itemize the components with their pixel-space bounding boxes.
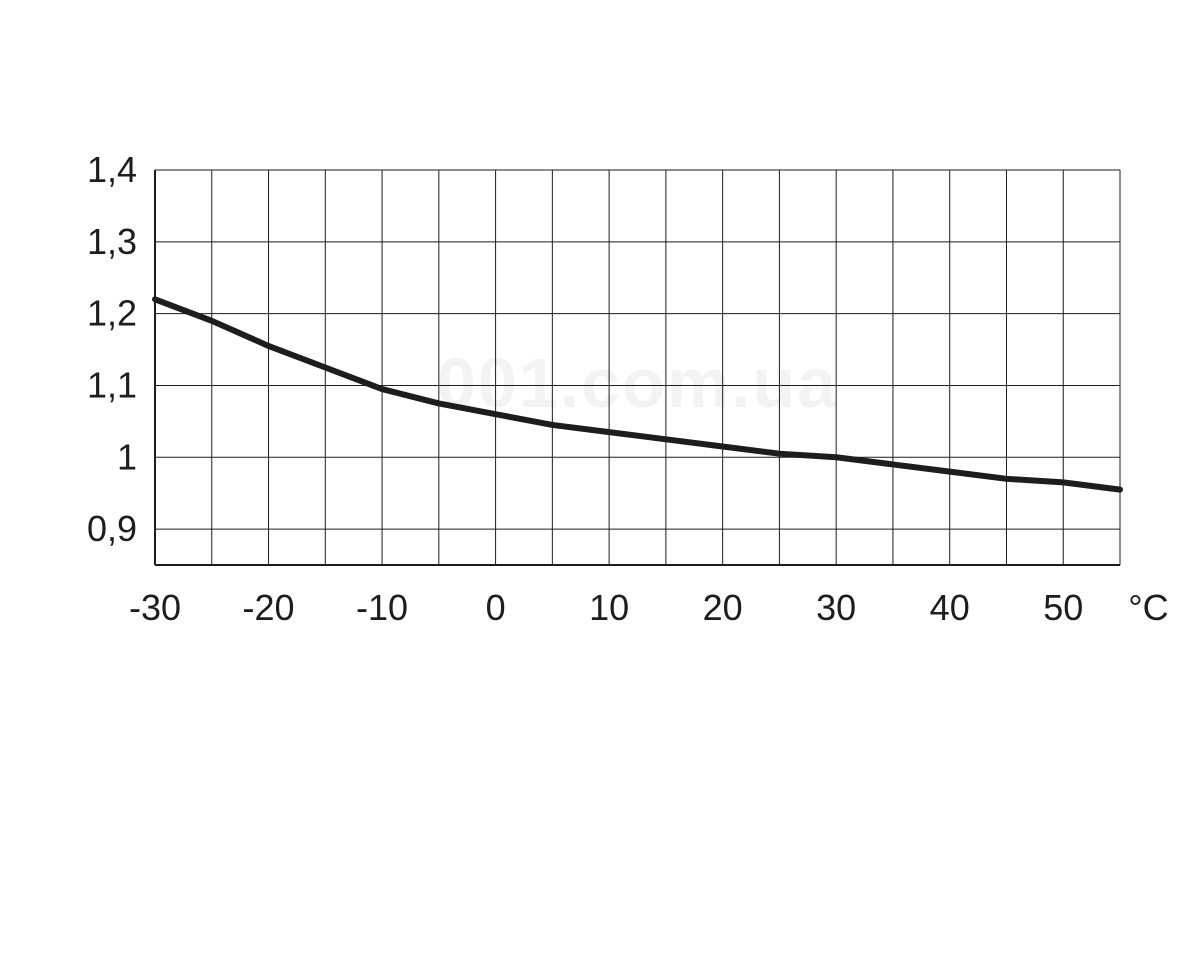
- x-tick-label: -30: [129, 587, 181, 628]
- chart-container: 001.com.ua 1,4 1,3 1,2 1,1 1 0,9 -30 -20 -10 0 10 20…: [0, 0, 1200, 960]
- y-tick-label: 1: [117, 436, 137, 477]
- x-tick-label: -10: [356, 587, 408, 628]
- x-tick-label: 30: [816, 587, 856, 628]
- x-tick-label: 0: [486, 587, 506, 628]
- y-tick-label: 1,4: [87, 149, 137, 190]
- x-axis-unit: °C: [1128, 587, 1168, 628]
- svg-text:001.com.ua: 001.com.ua: [437, 344, 838, 422]
- y-tick-label: 1,2: [87, 293, 137, 334]
- x-tick-label: -20: [243, 587, 295, 628]
- x-tick-label: 10: [589, 587, 629, 628]
- y-tick-label: 1,1: [87, 364, 137, 405]
- temperature-derating-chart: 001.com.ua 1,4 1,3 1,2 1,1 1 0,9 -30 -20 -10 0 10 20…: [0, 0, 1200, 960]
- y-tick-label: 1,3: [87, 221, 137, 262]
- y-tick-label: 0,9: [87, 508, 137, 549]
- x-tick-label: 20: [703, 587, 743, 628]
- x-tick-label: 50: [1043, 587, 1083, 628]
- x-tick-label: 40: [930, 587, 970, 628]
